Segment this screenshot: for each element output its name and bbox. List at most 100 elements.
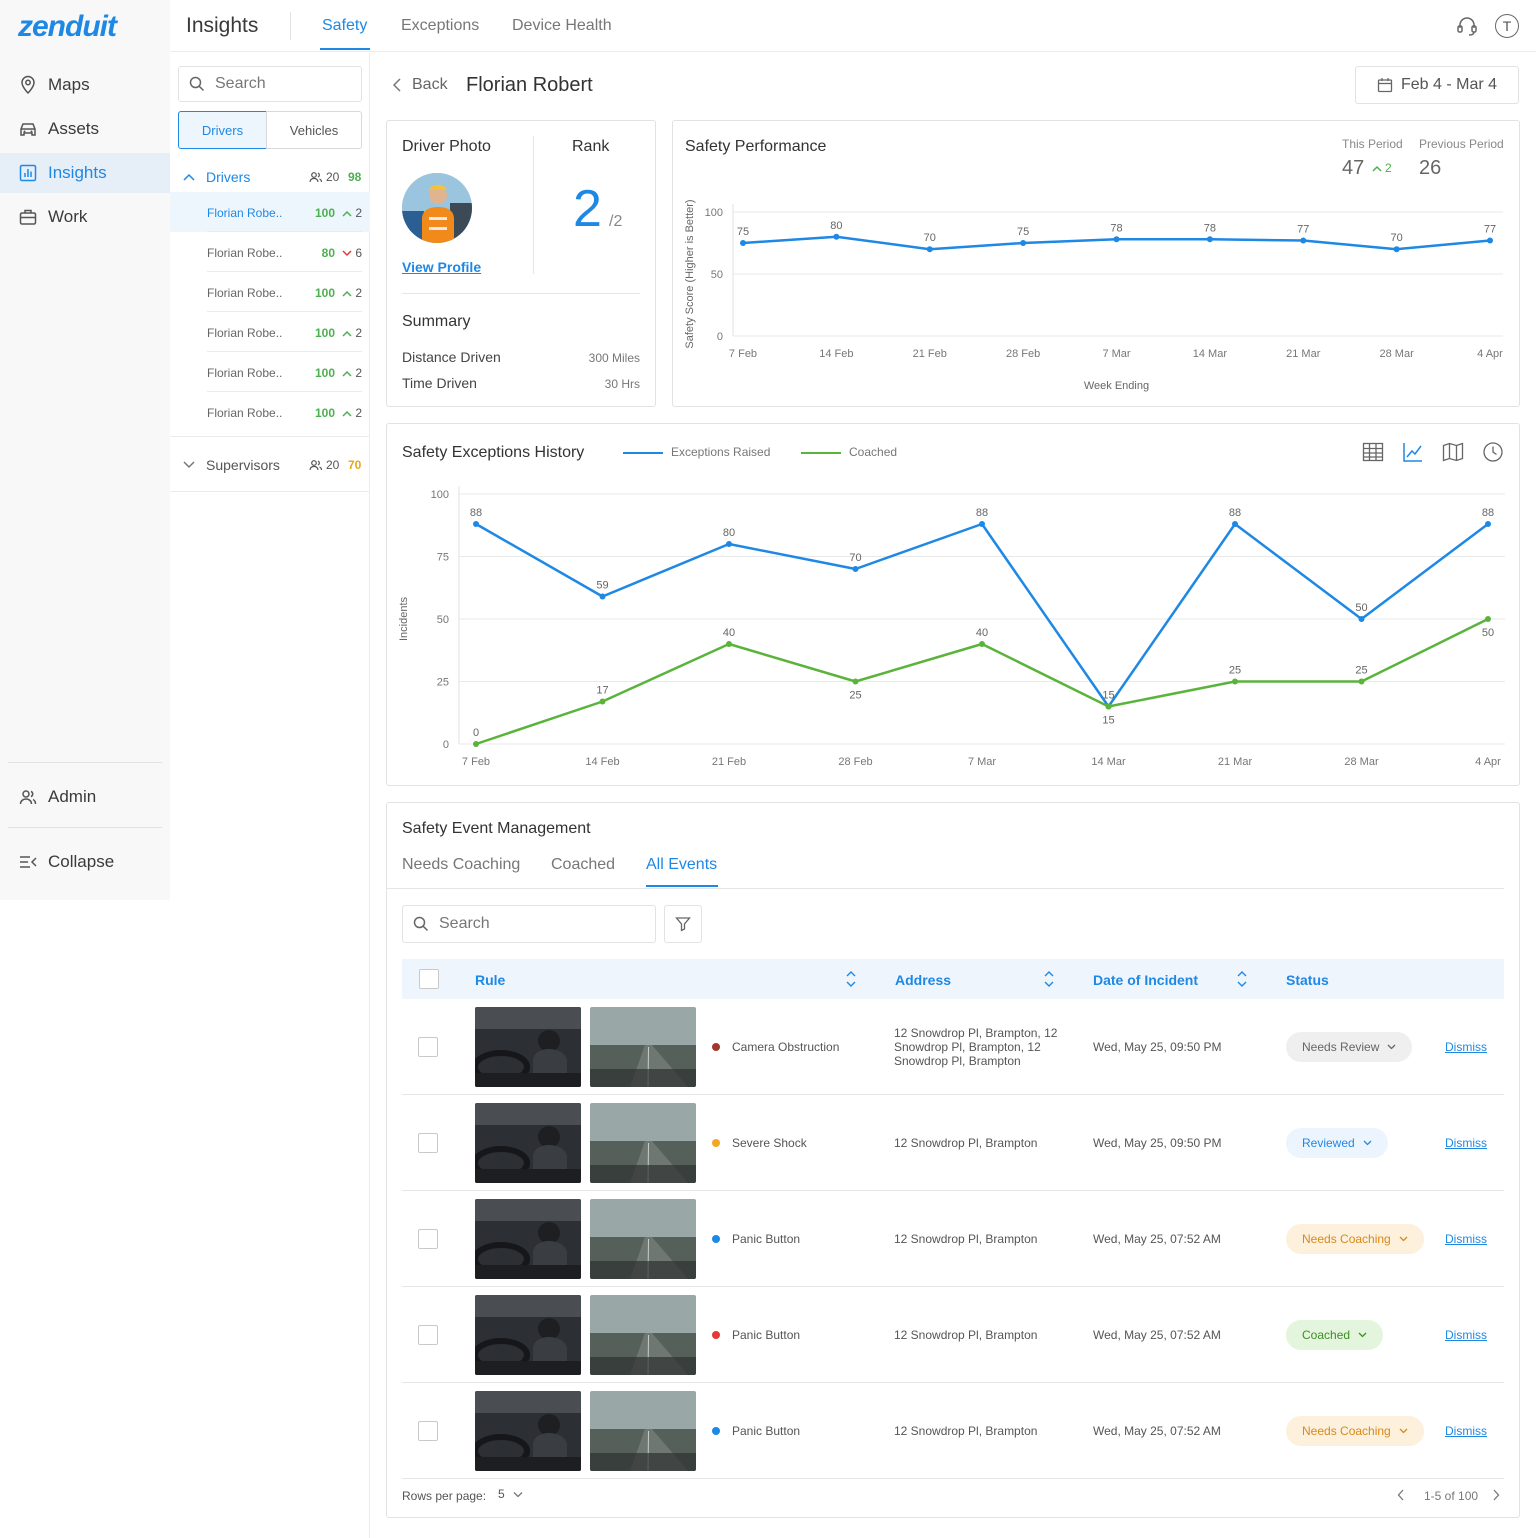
data-point[interactable] — [473, 741, 479, 747]
chevron-down-icon — [1399, 1428, 1408, 1434]
status-dropdown[interactable]: Needs Review — [1286, 1032, 1413, 1062]
supervisors-count: 20 — [326, 458, 340, 472]
rows-per-page-select[interactable]: 5 — [498, 1487, 523, 1501]
data-point[interactable] — [1300, 237, 1307, 244]
nav-item-work[interactable]: Work — [0, 197, 170, 237]
cabin-camera-thumbnail[interactable] — [475, 1391, 581, 1471]
status-dropdown[interactable]: Coached — [1286, 1320, 1384, 1350]
tab-all-events[interactable]: All Events — [646, 856, 718, 873]
row-checkbox[interactable] — [418, 1325, 438, 1345]
headset-icon[interactable] — [1455, 14, 1479, 38]
column-date[interactable]: Date of Incident — [1093, 972, 1199, 988]
dismiss-link[interactable]: Dismiss — [1445, 1424, 1487, 1438]
segment-drivers[interactable]: Drivers — [178, 111, 267, 149]
cabin-camera-thumbnail[interactable] — [475, 1199, 581, 1279]
view-profile-link[interactable]: View Profile — [402, 259, 482, 275]
status-dropdown[interactable]: Needs Coaching — [1286, 1416, 1424, 1446]
drivers-group-header[interactable]: Drivers 20 98 — [170, 159, 370, 195]
data-point[interactable] — [979, 521, 985, 527]
driver-row[interactable]: Florian Robe.. 100 2 — [170, 192, 370, 232]
data-point[interactable] — [1485, 521, 1491, 527]
tab-exceptions[interactable]: Exceptions — [401, 17, 480, 34]
driver-row[interactable]: Florian Robe.. 100 2 — [170, 272, 370, 312]
collapse-button[interactable]: Collapse — [0, 842, 170, 882]
filter-button[interactable] — [664, 905, 702, 943]
data-point[interactable] — [599, 593, 606, 600]
road-camera-thumbnail[interactable] — [590, 1199, 696, 1279]
tab-device-health[interactable]: Device Health — [512, 17, 612, 34]
data-point[interactable] — [1485, 616, 1491, 622]
cabin-camera-thumbnail[interactable] — [475, 1295, 581, 1375]
tab-coached[interactable]: Coached — [551, 856, 616, 873]
data-point[interactable] — [1113, 236, 1120, 243]
sort-icon[interactable] — [1043, 969, 1055, 989]
driver-row[interactable]: Florian Robe.. 100 2 — [170, 392, 370, 432]
data-point[interactable] — [926, 246, 933, 253]
chevron-left-icon[interactable] — [1397, 1489, 1405, 1501]
user-avatar[interactable]: T — [1495, 14, 1519, 38]
zenduit-logo[interactable]: zenduit — [18, 10, 117, 43]
driver-row[interactable]: Florian Robe.. 100 2 — [170, 352, 370, 392]
data-point[interactable] — [740, 240, 746, 246]
driver-row[interactable]: Florian Robe.. 100 2 — [170, 312, 370, 352]
data-point[interactable] — [1105, 703, 1112, 710]
road-camera-thumbnail[interactable] — [590, 1103, 696, 1183]
status-dropdown[interactable]: Reviewed — [1286, 1128, 1388, 1158]
data-point[interactable] — [599, 698, 606, 705]
data-point[interactable] — [1232, 521, 1238, 527]
cabin-camera-thumbnail[interactable] — [475, 1007, 581, 1087]
row-checkbox[interactable] — [418, 1229, 438, 1249]
table-icon[interactable] — [1362, 442, 1384, 462]
row-checkbox[interactable] — [418, 1037, 438, 1057]
status-dropdown[interactable]: Needs Coaching — [1286, 1224, 1424, 1254]
road-camera-thumbnail[interactable] — [590, 1391, 696, 1471]
data-point[interactable] — [1393, 246, 1400, 253]
road-camera-thumbnail[interactable] — [590, 1295, 696, 1375]
data-point[interactable] — [1358, 678, 1365, 685]
chevron-right-icon[interactable] — [1492, 1489, 1500, 1501]
data-point[interactable] — [726, 541, 732, 547]
row-checkbox[interactable] — [418, 1421, 438, 1441]
tab-needs-coaching[interactable]: Needs Coaching — [402, 856, 521, 873]
tab-safety[interactable]: Safety — [322, 17, 368, 34]
line-chart-icon[interactable] — [1402, 441, 1424, 463]
previous-period-label: Previous Period — [1419, 137, 1504, 151]
data-point[interactable] — [726, 641, 732, 647]
driver-search-input[interactable]: Search — [178, 66, 362, 102]
row-checkbox[interactable] — [418, 1133, 438, 1153]
sort-icon[interactable] — [845, 969, 857, 989]
data-point[interactable] — [852, 566, 859, 572]
data-point[interactable] — [1206, 236, 1213, 243]
clock-icon[interactable] — [1482, 441, 1504, 463]
road-camera-thumbnail[interactable] — [590, 1007, 696, 1087]
dismiss-link[interactable]: Dismiss — [1445, 1232, 1487, 1246]
dismiss-link[interactable]: Dismiss — [1445, 1328, 1487, 1342]
cabin-camera-thumbnail[interactable] — [475, 1103, 581, 1183]
events-search-input[interactable]: Search — [402, 905, 656, 943]
column-status[interactable]: Status — [1286, 972, 1329, 988]
data-point[interactable] — [473, 521, 479, 527]
nav-item-assets[interactable]: Assets — [0, 109, 170, 149]
back-button[interactable]: Back — [392, 76, 448, 94]
data-point[interactable] — [979, 641, 985, 647]
nav-item-insights[interactable]: Insights — [0, 153, 170, 193]
data-point[interactable] — [1232, 678, 1238, 685]
data-point[interactable] — [852, 678, 859, 685]
driver-row[interactable]: Florian Robe.. 80 6 — [170, 232, 370, 272]
dismiss-link[interactable]: Dismiss — [1445, 1040, 1487, 1054]
nav-item-maps[interactable]: Maps — [0, 65, 170, 105]
supervisors-group-header[interactable]: Supervisors 20 70 — [170, 447, 370, 483]
select-all-checkbox[interactable] — [419, 969, 439, 989]
data-point[interactable] — [1358, 616, 1365, 622]
date-range-picker[interactable]: Feb 4 - Mar 4 — [1355, 66, 1519, 104]
nav-item-admin[interactable]: Admin — [0, 777, 170, 817]
column-address[interactable]: Address — [895, 972, 952, 988]
column-rule[interactable]: Rule — [475, 972, 506, 988]
data-point[interactable] — [1487, 237, 1493, 244]
data-point[interactable] — [1020, 240, 1027, 246]
data-point[interactable] — [833, 233, 840, 240]
dismiss-link[interactable]: Dismiss — [1445, 1136, 1487, 1150]
segment-vehicles[interactable]: Vehicles — [266, 111, 362, 149]
sort-icon[interactable] — [1236, 969, 1248, 989]
map-icon[interactable] — [1442, 442, 1464, 462]
